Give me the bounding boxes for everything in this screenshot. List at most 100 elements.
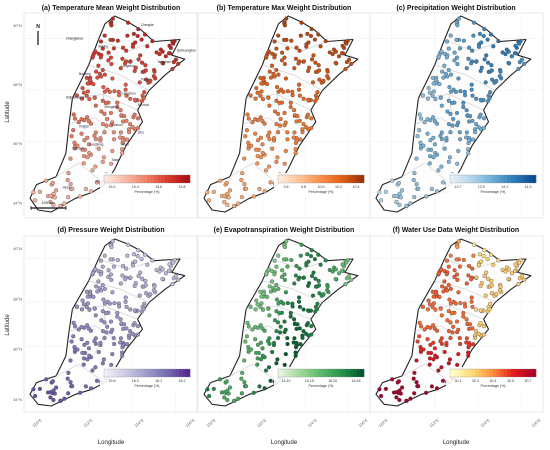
station-point <box>150 39 155 44</box>
station-point <box>120 147 125 152</box>
station-point <box>121 263 126 269</box>
lat-tick-label: 40°N <box>13 246 22 251</box>
station-point <box>145 262 150 267</box>
colorbar-segment <box>485 369 490 377</box>
station-point <box>132 112 137 117</box>
station-point <box>85 294 90 299</box>
station-point <box>509 54 514 59</box>
station-point <box>304 331 309 336</box>
station-point <box>80 86 85 91</box>
station-point <box>279 58 284 63</box>
station-point <box>118 317 123 322</box>
station-point <box>282 277 287 282</box>
station-point <box>390 377 395 382</box>
station-point <box>108 319 114 324</box>
station-point <box>476 263 481 268</box>
colorbar-tick-label: 15.6 <box>155 185 162 189</box>
panel-e-title: (e) Evapotranspiration Weight Distributi… <box>214 227 355 234</box>
station-point <box>417 320 422 325</box>
station-point <box>259 357 264 362</box>
station-point <box>486 60 491 65</box>
station-point <box>260 353 265 358</box>
station-point <box>457 264 462 269</box>
station-point <box>427 90 432 95</box>
station-point <box>439 130 444 135</box>
station-point <box>84 289 89 294</box>
station-point <box>107 89 112 94</box>
station-point <box>464 317 469 322</box>
station-point <box>397 191 402 196</box>
colorbar-tick-label: 9.6 <box>284 185 289 189</box>
colorbar-segment <box>507 369 512 377</box>
station-point <box>490 291 495 296</box>
station-point <box>301 122 306 127</box>
city-label: Zibo <box>138 131 144 135</box>
colorbar-segment <box>453 369 458 377</box>
station-point <box>478 283 483 288</box>
panel-c: (c) Precipitation Weight Distribution 13… <box>369 5 544 219</box>
station-point <box>299 242 304 247</box>
station-point <box>476 331 481 336</box>
station-point <box>276 335 281 341</box>
station-point <box>310 80 316 85</box>
station-point <box>285 130 290 135</box>
station-point <box>278 116 283 122</box>
station-point <box>316 252 321 257</box>
station-point <box>135 254 140 259</box>
station-point <box>421 143 426 148</box>
station-point <box>72 140 77 145</box>
station-point <box>487 307 492 312</box>
station-point <box>81 356 87 361</box>
station-point <box>130 44 135 49</box>
station-point <box>84 75 89 80</box>
station-point <box>94 69 99 74</box>
station-point <box>93 336 98 341</box>
station-point <box>461 104 466 110</box>
station-point <box>120 56 125 61</box>
station-point <box>268 75 274 80</box>
station-point <box>271 340 277 346</box>
station-point <box>166 268 172 273</box>
station-point <box>258 75 263 80</box>
station-point <box>144 77 149 82</box>
station-point <box>267 130 272 135</box>
station-point <box>344 260 349 265</box>
station-point <box>44 178 49 183</box>
station-point <box>108 257 113 262</box>
station-point <box>439 103 444 108</box>
colorbar-segment <box>104 369 108 377</box>
station-point <box>506 49 511 54</box>
station-point <box>31 190 36 195</box>
station-point <box>431 357 436 362</box>
station-point <box>346 274 352 279</box>
station-point <box>440 378 446 383</box>
station-point <box>436 271 441 276</box>
station-point <box>430 289 435 294</box>
colorbar-segment <box>306 369 311 377</box>
station-point <box>308 254 314 259</box>
station-point <box>249 143 254 148</box>
station-point <box>85 357 90 362</box>
station-point <box>439 336 444 341</box>
station-point <box>128 122 133 127</box>
station-point <box>433 78 438 83</box>
station-point <box>294 263 299 269</box>
station-point <box>496 258 501 263</box>
station-point <box>422 327 427 332</box>
station-point <box>420 304 425 309</box>
station-point <box>454 319 460 324</box>
station-point <box>90 368 95 373</box>
station-point <box>250 327 255 332</box>
colorbar-segment <box>175 175 180 183</box>
station-point <box>433 291 438 296</box>
station-point <box>313 276 318 281</box>
station-point <box>306 68 311 74</box>
station-point <box>100 264 105 269</box>
station-point <box>496 39 501 44</box>
colorbar-segment <box>525 175 530 183</box>
station-point <box>143 283 148 288</box>
colorbar-segment <box>324 175 329 183</box>
station-point <box>254 147 259 152</box>
station-point <box>488 252 494 257</box>
station-point <box>242 380 247 385</box>
